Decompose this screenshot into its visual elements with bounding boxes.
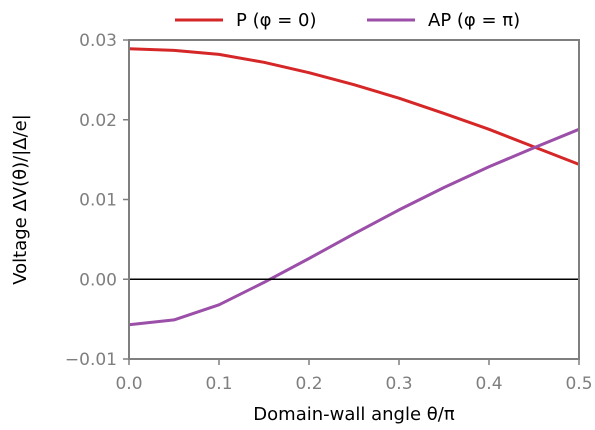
y-axis-label: Voltage ΔV(θ)/|Δ/e| [10, 114, 31, 285]
x-tick-label: 0.5 [565, 374, 592, 394]
y-tick-label: 0.02 [79, 111, 117, 131]
y-ticks: −0.01 0.00 0.01 0.02 0.03 [65, 31, 129, 370]
x-ticks: 0.0 0.1 0.2 0.3 0.4 0.5 [115, 359, 593, 394]
y-tick-label: 0.01 [79, 191, 117, 211]
x-axis-label: Domain-wall angle θ/π [253, 404, 455, 425]
x-tick-label: 0.0 [115, 374, 142, 394]
series-line-p [128, 47, 580, 166]
legend-label: P (φ = 0) [236, 10, 316, 31]
series-line-ap [128, 127, 580, 327]
series-layer [128, 47, 580, 327]
x-tick-label: 0.1 [205, 374, 232, 394]
legend-label: AP (φ = π) [428, 10, 520, 31]
legend: P (φ = 0) AP (φ = π) [175, 10, 520, 31]
x-tick-label: 0.3 [385, 374, 412, 394]
x-tick-label: 0.4 [475, 374, 502, 394]
y-tick-label: 0.00 [79, 270, 117, 290]
y-tick-label: 0.03 [79, 31, 117, 51]
x-tick-label: 0.2 [295, 374, 322, 394]
y-tick-label: −0.01 [65, 350, 117, 370]
